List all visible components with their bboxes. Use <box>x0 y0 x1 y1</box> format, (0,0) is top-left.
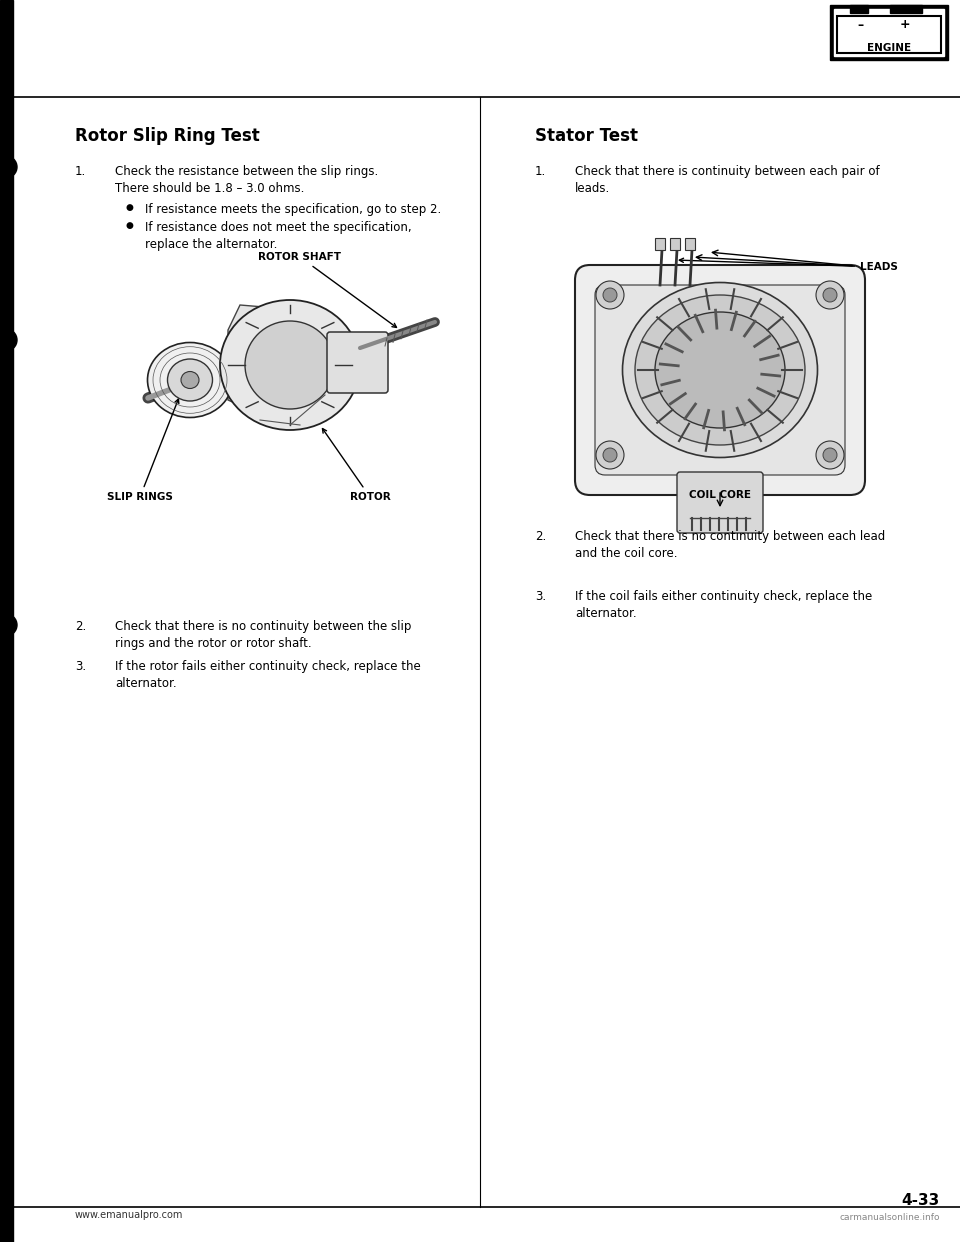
Text: leads.: leads. <box>575 183 611 195</box>
Bar <box>837 16 941 53</box>
Circle shape <box>0 329 17 351</box>
Bar <box>655 238 665 250</box>
Text: 1.: 1. <box>535 165 546 178</box>
Bar <box>0 0 13 1242</box>
Text: If resistance does not meet the specification,: If resistance does not meet the specific… <box>145 221 412 233</box>
Text: alternator.: alternator. <box>115 677 177 691</box>
Text: Check that there is no continuity between the slip: Check that there is no continuity betwee… <box>115 620 412 633</box>
Text: ●: ● <box>125 221 132 230</box>
Text: LEADS: LEADS <box>680 258 898 272</box>
Text: 3.: 3. <box>535 590 546 604</box>
Text: 3.: 3. <box>75 660 86 673</box>
Bar <box>834 9 944 56</box>
Text: 2.: 2. <box>535 530 546 543</box>
Bar <box>685 238 695 250</box>
Ellipse shape <box>220 301 360 430</box>
Bar <box>830 5 948 60</box>
Text: If resistance meets the specification, go to step 2.: If resistance meets the specification, g… <box>145 202 442 216</box>
Ellipse shape <box>167 359 212 401</box>
Ellipse shape <box>622 282 818 457</box>
Ellipse shape <box>635 296 805 445</box>
Text: Check that there is continuity between each pair of: Check that there is continuity between e… <box>575 165 879 178</box>
Text: ENGINE: ENGINE <box>867 43 911 53</box>
Ellipse shape <box>245 320 335 409</box>
Text: Rotor Slip Ring Test: Rotor Slip Ring Test <box>75 127 260 145</box>
Ellipse shape <box>181 371 199 389</box>
Ellipse shape <box>603 448 617 462</box>
Ellipse shape <box>148 343 232 417</box>
Text: 4-33: 4-33 <box>901 1194 940 1208</box>
FancyBboxPatch shape <box>677 472 763 533</box>
Text: If the coil fails either continuity check, replace the: If the coil fails either continuity chec… <box>575 590 873 604</box>
Ellipse shape <box>823 288 837 302</box>
Text: Stator Test: Stator Test <box>535 127 638 145</box>
Text: ●: ● <box>125 202 132 212</box>
Text: If the rotor fails either continuity check, replace the: If the rotor fails either continuity che… <box>115 660 420 673</box>
Text: +: + <box>900 19 910 31</box>
Ellipse shape <box>816 441 844 469</box>
Text: and the coil core.: and the coil core. <box>575 546 678 560</box>
Ellipse shape <box>596 441 624 469</box>
Text: –: – <box>857 19 863 31</box>
Text: 2.: 2. <box>75 620 86 633</box>
Text: ROTOR SHAFT: ROTOR SHAFT <box>258 252 396 328</box>
Circle shape <box>0 614 17 636</box>
Bar <box>890 5 922 12</box>
Ellipse shape <box>816 281 844 309</box>
FancyBboxPatch shape <box>575 265 865 496</box>
Ellipse shape <box>603 288 617 302</box>
Circle shape <box>0 156 17 178</box>
Text: 1.: 1. <box>75 165 86 178</box>
Text: SLIP RINGS: SLIP RINGS <box>108 399 179 502</box>
Ellipse shape <box>596 281 624 309</box>
Ellipse shape <box>655 312 785 428</box>
Polygon shape <box>228 306 330 428</box>
Text: There should be 1.8 – 3.0 ohms.: There should be 1.8 – 3.0 ohms. <box>115 183 304 195</box>
Text: COIL CORE: COIL CORE <box>689 491 751 501</box>
Bar <box>850 5 868 12</box>
Text: alternator.: alternator. <box>575 607 636 620</box>
Text: carmanualsonline.info: carmanualsonline.info <box>839 1213 940 1222</box>
Bar <box>670 238 680 250</box>
Text: ROTOR: ROTOR <box>323 428 391 502</box>
FancyBboxPatch shape <box>595 284 845 474</box>
Text: Check the resistance between the slip rings.: Check the resistance between the slip ri… <box>115 165 378 178</box>
Text: www.emanualpro.com: www.emanualpro.com <box>75 1210 183 1220</box>
FancyBboxPatch shape <box>327 332 388 392</box>
Text: Check that there is no continuity between each lead: Check that there is no continuity betwee… <box>575 530 885 543</box>
Ellipse shape <box>823 448 837 462</box>
Text: replace the alternator.: replace the alternator. <box>145 238 277 251</box>
Text: rings and the rotor or rotor shaft.: rings and the rotor or rotor shaft. <box>115 637 312 650</box>
